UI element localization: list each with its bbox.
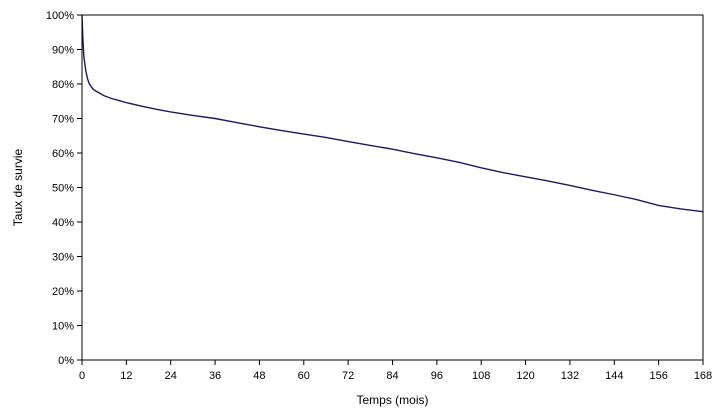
x-tick-label: 120	[516, 370, 534, 382]
x-tick-label: 60	[298, 370, 310, 382]
y-tick-label: 0%	[58, 355, 74, 367]
survival-curve-line	[81, 14, 704, 213]
x-tick-label: 72	[342, 370, 354, 382]
y-tick-label: 50%	[52, 183, 74, 195]
y-tick-label: 10%	[52, 321, 74, 333]
x-tick-label: 12	[120, 370, 132, 382]
x-tick-label: 144	[605, 370, 623, 382]
x-tick-label: 0	[79, 370, 85, 382]
x-axis-title: Temps (mois)	[356, 393, 428, 407]
x-tick-label: 156	[649, 370, 667, 382]
x-tick-label: 168	[694, 370, 712, 382]
x-axis-ticks: 0 12 24 36 48 60 72 84 96 108 120 132 144 156 168	[79, 360, 712, 382]
x-tick-label: 24	[165, 370, 177, 382]
y-tick-label: 80%	[52, 79, 74, 91]
x-tick-label: 96	[431, 370, 443, 382]
y-axis-ticks: 0% 10% 20% 30% 40% 50% 60% 70% 80% 90% 100%	[46, 10, 82, 367]
x-tick-label: 132	[561, 370, 579, 382]
x-tick-label: 48	[253, 370, 265, 382]
y-tick-label: 30%	[52, 252, 74, 264]
y-tick-label: 20%	[52, 286, 74, 298]
y-tick-label: 40%	[52, 217, 74, 229]
plot-frame	[81, 14, 704, 361]
x-tick-label: 36	[209, 370, 221, 382]
y-tick-label: 100%	[46, 10, 74, 22]
y-tick-label: 70%	[52, 114, 74, 126]
y-axis-title: Taux de survie	[11, 148, 25, 226]
x-tick-label: 84	[386, 370, 398, 382]
y-tick-label: 90%	[52, 45, 74, 57]
y-tick-label: 60%	[52, 148, 74, 160]
x-tick-label: 108	[472, 370, 490, 382]
